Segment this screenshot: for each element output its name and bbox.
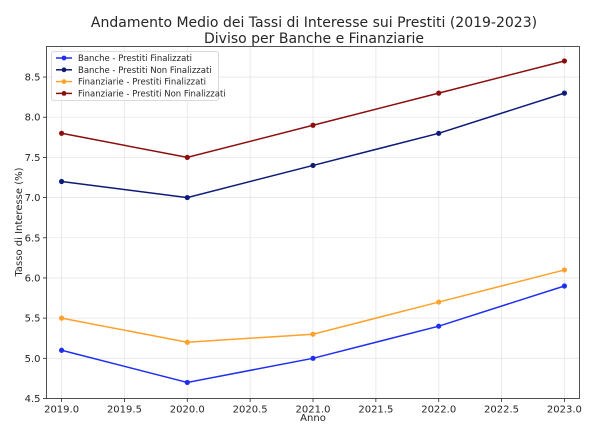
legend-label: Finanziarie - Prestiti Non Finalizzati	[78, 89, 226, 99]
x-axis-label: Anno	[300, 413, 326, 424]
legend-label: Banche - Prestiti Finalizzati	[78, 54, 192, 64]
data-point	[58, 315, 65, 321]
data-point	[184, 339, 190, 345]
chart-subtitle: Diviso per Banche e Finanziarie	[204, 31, 424, 47]
y-axis-ticks: 4.5 5.0 5.5 6.0 6.5 7.0 7.5 8.0 8.5	[25, 73, 47, 405]
data-point	[58, 130, 65, 136]
legend-marker	[61, 67, 67, 73]
legend-marker	[61, 55, 67, 61]
x-tick-label: 2022.0	[421, 405, 456, 416]
series-points	[58, 58, 568, 386]
y-tick-label: 4.5	[25, 394, 41, 405]
y-tick-label: 5.5	[25, 314, 41, 325]
data-point	[561, 90, 568, 96]
y-tick-label: 8.5	[25, 73, 41, 84]
data-point	[436, 299, 442, 305]
legend-label: Finanziarie - Prestiti Finalizzati	[78, 78, 206, 88]
data-point	[310, 331, 316, 337]
y-tick-label: 6.5	[25, 233, 41, 244]
y-axis-label: Tasso di Interesse (%)	[14, 167, 25, 277]
y-tick-label: 5.0	[25, 354, 41, 365]
data-point	[310, 162, 316, 169]
data-point	[436, 130, 442, 136]
data-point	[436, 90, 442, 96]
x-tick-label: 2022.5	[484, 405, 519, 416]
x-tick-label: 2023.0	[547, 405, 582, 416]
y-tick-label: 7.0	[25, 193, 41, 204]
legend-marker	[61, 79, 67, 84]
x-tick-label: 2021.5	[358, 405, 393, 416]
data-point	[436, 323, 442, 329]
data-point	[184, 379, 190, 386]
grid	[46, 46, 580, 399]
x-axis-ticks: 2019.0 2019.5 2020.0 2020.5 2021.0 2021.5 2022…	[44, 398, 582, 416]
data-point	[58, 347, 65, 353]
data-point	[561, 283, 568, 289]
legend-box	[51, 51, 219, 101]
data-point	[310, 355, 316, 361]
chart-title: Andamento Medio dei Tassi di Interesse s…	[91, 15, 537, 31]
data-point	[184, 154, 190, 161]
x-tick-label: 2021.0	[296, 405, 331, 416]
x-tick-label: 2019.5	[107, 405, 142, 416]
x-tick-label: 2020.0	[170, 405, 205, 416]
legend-marker	[61, 91, 67, 96]
y-tick-label: 6.0	[25, 273, 41, 284]
y-tick-label: 7.5	[25, 153, 41, 164]
data-point	[561, 58, 568, 64]
data-point	[310, 122, 316, 128]
data-point	[561, 267, 568, 273]
y-tick-label: 8.0	[25, 113, 41, 124]
data-point	[184, 194, 190, 201]
x-tick-label: 2019.0	[44, 405, 79, 416]
data-point	[58, 178, 65, 185]
legend: Banche - Prestiti Finalizzati Banche - Pr…	[51, 51, 226, 101]
legend-label: Banche - Prestiti Non Finalizzati	[78, 66, 212, 76]
x-tick-label: 2020.5	[233, 405, 268, 416]
